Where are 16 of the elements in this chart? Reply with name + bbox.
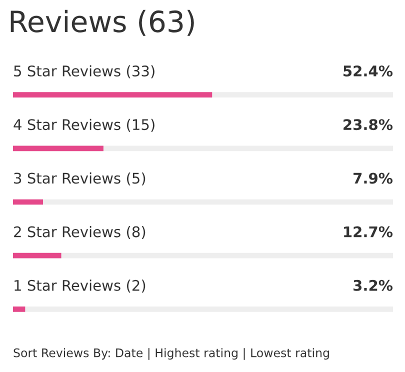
y-tick-label: 5 Star Reviews (33) [14, 65, 154, 78]
bar [13, 306, 26, 312]
bar [13, 146, 104, 152]
data-label: 23.8% [344, 119, 393, 130]
data-label: 12.7% [344, 226, 393, 238]
data-label: 52.4% [344, 65, 393, 77]
chart-title: Reviews (63) [10, 10, 194, 36]
y-tick-label: 4 Star Reviews (15) [14, 118, 154, 132]
bar [13, 199, 44, 205]
text: Sort Reviews By: Date | Highest rating | Lowest rating [14, 348, 329, 360]
y-tick-label: 2 Star Reviews (8) [14, 226, 146, 240]
data-label: 7.9% [354, 172, 393, 184]
y-tick-label: 3 Star Reviews (5) [14, 172, 146, 186]
data-label: 3.2% [354, 280, 393, 291]
bar [13, 252, 62, 258]
y-tick-label: 1 Star Reviews (2) [14, 280, 146, 293]
